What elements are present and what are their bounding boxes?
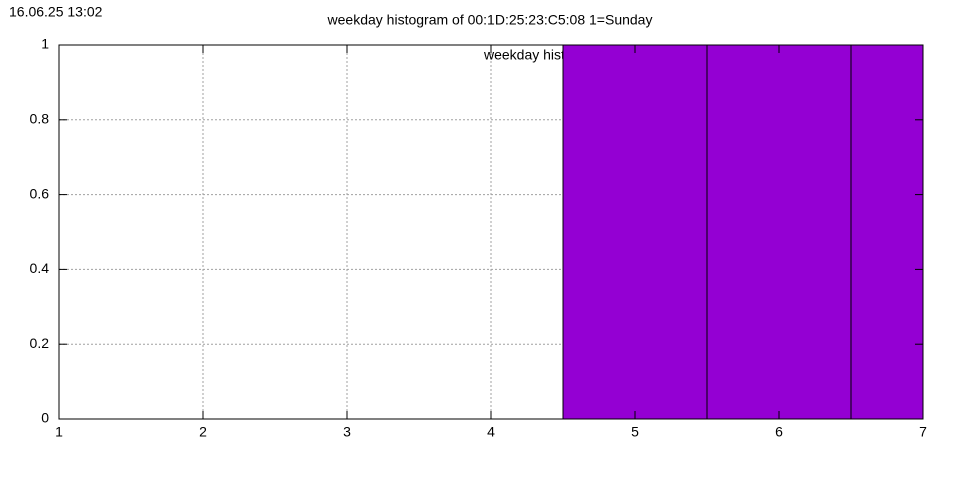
y-tick-label: 1 (41, 36, 49, 52)
y-tick-label: 0.8 (30, 111, 50, 127)
axes: 0 0.2 0.4 0.6 0.8 1 1 2 3 4 5 6 7 (30, 36, 928, 440)
x-tick-label: 2 (199, 424, 207, 440)
plot-frame (58, 44, 924, 420)
bars (562, 45, 923, 419)
y-tick-label: 0.4 (30, 260, 50, 276)
y-tick-label: 0.2 (30, 335, 50, 351)
x-tick-label: 3 (343, 424, 351, 440)
timestamp: 16.06.25 13:02 (9, 4, 103, 20)
bar (850, 45, 923, 419)
x-tick-label: 4 (487, 424, 495, 440)
x-tick-label: 6 (775, 424, 783, 440)
bar (706, 45, 852, 419)
x-tick-label: 7 (919, 424, 927, 440)
x-tick-label: 5 (631, 424, 639, 440)
x-tick-label: 1 (55, 424, 63, 440)
y-tick-label: 0.6 (30, 185, 50, 201)
chart-title: weekday histogram of 00:1D:25:23:C5:08 1… (327, 12, 653, 28)
y-tick-label: 0 (41, 410, 49, 426)
bar (562, 45, 708, 419)
